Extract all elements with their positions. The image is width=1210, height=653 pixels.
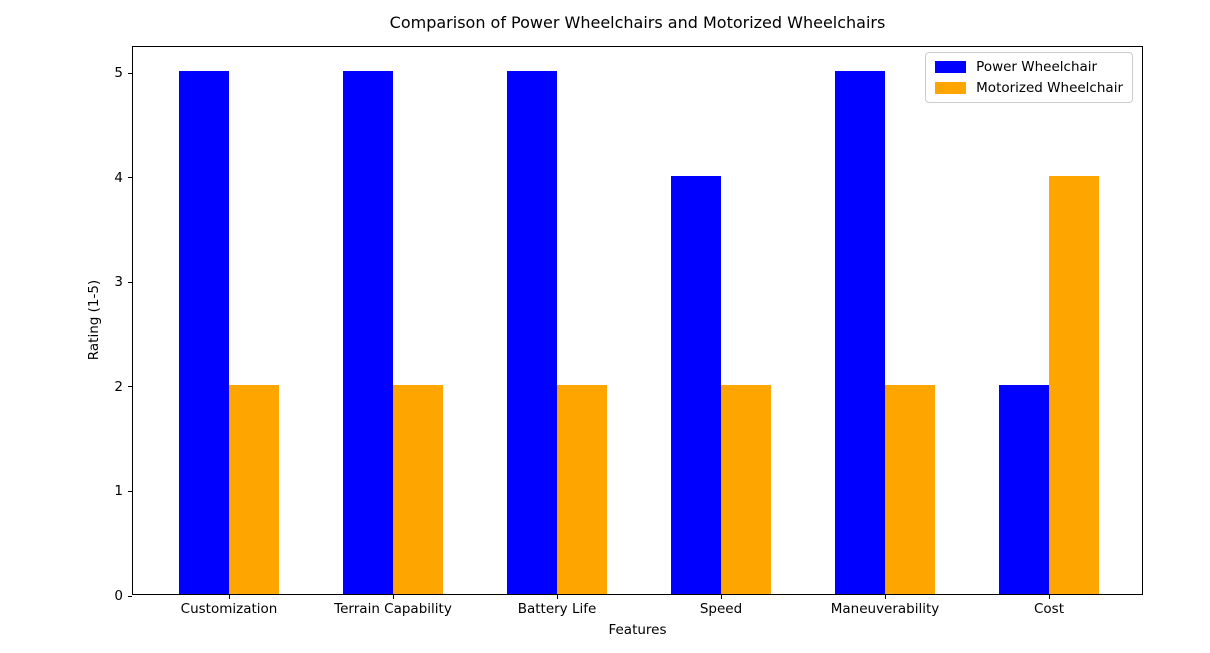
legend-swatch-icon: [935, 82, 967, 94]
bar-motorized-wheelchair: [229, 384, 279, 594]
x-tick-label: Customization: [180, 601, 278, 617]
bar-power-wheelchair: [835, 71, 885, 594]
plot-area: 0 1 2 3 4 5 Customization Terrain Capability Ba…: [114, 46, 1143, 617]
bar-motorized-wheelchair: [721, 384, 771, 594]
x-tick-mark: [228, 595, 230, 599]
y-tick-mark: [128, 72, 132, 74]
y-tick-label: 3: [114, 274, 123, 291]
y-axis-label: Rating (1-5): [86, 279, 102, 361]
legend-swatch-icon: [935, 61, 967, 73]
chart-title: Comparison of Power Wheelchairs and Moto…: [389, 13, 886, 32]
bar-power-wheelchair: [671, 175, 721, 594]
y-tick-label: 0: [114, 588, 123, 604]
x-tick-label: Maneuverability: [830, 601, 940, 617]
x-tick-mark: [720, 595, 722, 599]
bar-motorized-wheelchair: [393, 384, 443, 594]
bar-power-wheelchair: [507, 71, 557, 594]
bar-power-wheelchair: [999, 384, 1049, 594]
legend-label: Power Wheelchair: [976, 59, 1098, 75]
legend-label: Motorized Wheelchair: [976, 80, 1123, 96]
x-tick-mark: [1048, 595, 1050, 599]
bar-motorized-wheelchair: [885, 384, 935, 594]
y-tick-label: 4: [114, 169, 123, 186]
x-tick-mark: [556, 595, 558, 599]
bar-motorized-wheelchair: [557, 384, 607, 594]
legend-item: Motorized Wheelchair: [935, 80, 1123, 96]
x-tick-label: Battery Life: [517, 601, 597, 617]
legend: Power Wheelchair Motorized Wheelchair: [925, 52, 1133, 103]
y-tick-mark: [128, 281, 132, 283]
x-tick-mark: [392, 595, 394, 599]
y-tick-mark: [128, 386, 132, 388]
y-tick-mark: [128, 490, 132, 492]
y-tick-label: 1: [114, 483, 123, 500]
x-tick-label: Speed: [699, 601, 743, 617]
x-tick-label: Cost: [1033, 601, 1064, 617]
bar-power-wheelchair: [343, 71, 393, 594]
y-tick-label: 5: [114, 65, 123, 82]
y-tick-mark: [128, 177, 132, 179]
legend-item: Power Wheelchair: [935, 59, 1123, 75]
x-axis-label: Features: [608, 622, 667, 638]
y-tick-label: 2: [114, 378, 123, 395]
y-tick-mark: [128, 595, 132, 597]
x-tick-mark: [884, 595, 886, 599]
bar-power-wheelchair: [179, 71, 229, 594]
bar-motorized-wheelchair: [1049, 175, 1099, 594]
x-tick-label: Terrain Capability: [334, 601, 452, 617]
